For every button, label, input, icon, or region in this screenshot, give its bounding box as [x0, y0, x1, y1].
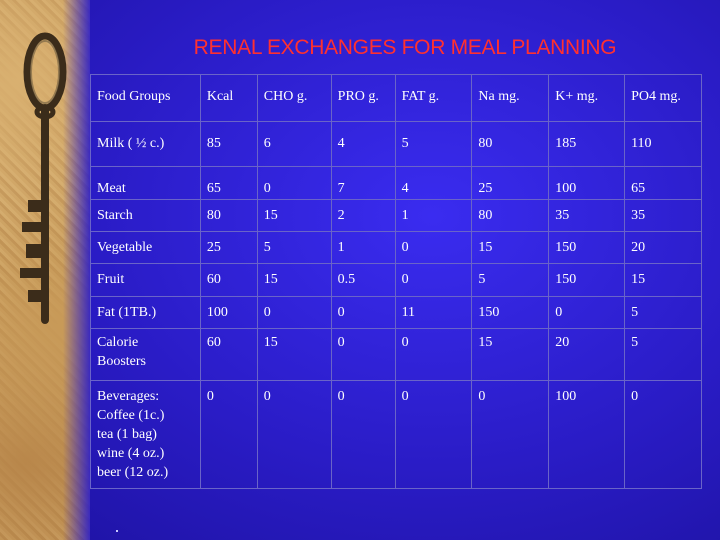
value-cell: 100 [199, 296, 258, 329]
value-cell: 25 [471, 166, 550, 200]
food-group-cell: Vegetable [90, 231, 201, 264]
value-cell: 185 [548, 121, 626, 167]
value-cell: 15 [256, 199, 332, 232]
table-row: Meat 65 0 7 4 25 100 65 [90, 166, 702, 200]
food-group-cell: Meat [90, 166, 201, 200]
value-cell: 4 [394, 166, 473, 200]
value-cell: 5 [624, 296, 702, 329]
column-header: Food Groups [90, 74, 201, 122]
column-header: FAT g. [394, 74, 473, 122]
value-cell: 65 [199, 166, 258, 200]
value-cell: 11 [394, 296, 473, 329]
value-cell: 0.5 [330, 263, 396, 297]
value-cell: 0 [330, 296, 396, 329]
table-row: Vegetable 25 5 1 0 15 150 20 [90, 231, 702, 264]
value-cell: 0 [394, 263, 473, 297]
table-row: Beverages: Coffee (1c.) tea (1 bag) wine (4… [90, 380, 702, 489]
food-group-label: Milk ( ½ c.) [97, 136, 165, 151]
value-cell: 85 [199, 121, 258, 167]
value-cell: 0 [624, 380, 702, 489]
food-group-label: beer (12 oz.) [97, 465, 169, 480]
value-cell: 20 [624, 231, 702, 264]
footer-dot [116, 530, 118, 532]
value-cell: 150 [548, 263, 626, 297]
value-cell: 60 [199, 328, 258, 381]
value-cell: 0 [199, 380, 258, 489]
column-header: CHO g. [256, 74, 332, 122]
food-group-label: Fat (1TB.) [97, 305, 157, 320]
value-cell: 80 [199, 199, 258, 232]
value-cell: 1 [330, 231, 396, 264]
table-header-row: Food Groups Kcal CHO g. PRO g. FAT g. Na mg. K… [90, 74, 702, 122]
value-cell: 0 [256, 380, 332, 489]
value-cell: 6 [256, 121, 332, 167]
value-cell: 2 [330, 199, 396, 232]
exchange-table: Food Groups Kcal CHO g. PRO g. FAT g. Na mg. K… [90, 74, 702, 489]
value-cell: 0 [471, 380, 550, 489]
value-cell: 5 [624, 328, 702, 381]
table-row: Fat (1TB.) 100 0 0 11 150 0 5 [90, 296, 702, 329]
value-cell: 5 [256, 231, 332, 264]
value-cell: 110 [624, 121, 702, 167]
value-cell: 150 [548, 231, 626, 264]
value-cell: 0 [330, 380, 396, 489]
column-header: PRO g. [330, 74, 396, 122]
value-cell: 100 [548, 166, 626, 200]
skeleton-key-image [20, 32, 67, 324]
value-cell: 0 [548, 296, 626, 329]
value-cell: 1 [394, 199, 473, 232]
value-cell: 25 [199, 231, 258, 264]
column-header: Kcal [199, 74, 258, 122]
value-cell: 15 [471, 328, 550, 381]
food-group-label: wine (4 oz.) [97, 446, 165, 461]
value-cell: 15 [624, 263, 702, 297]
value-cell: 4 [330, 121, 396, 167]
food-group-label: Calorie [97, 335, 139, 350]
value-cell: 0 [394, 380, 473, 489]
value-cell: 15 [256, 328, 332, 381]
food-group-label: Coffee (1c.) [97, 408, 165, 423]
value-cell: 7 [330, 166, 396, 200]
value-cell: 0 [394, 231, 473, 264]
value-cell: 5 [471, 263, 550, 297]
value-cell: 15 [471, 231, 550, 264]
value-cell: 0 [394, 328, 473, 381]
food-group-cell: Fat (1TB.) [90, 296, 201, 329]
value-cell: 20 [548, 328, 626, 381]
value-cell: 80 [471, 199, 550, 232]
value-cell: 150 [471, 296, 550, 329]
value-cell: 35 [624, 199, 702, 232]
food-group-cell: Milk ( ½ c.) [90, 121, 201, 167]
value-cell: 0 [256, 166, 332, 200]
value-cell: 65 [624, 166, 702, 200]
food-group-label: Vegetable [97, 240, 153, 255]
food-group-cell: Calorie Boosters [90, 328, 201, 381]
food-group-label: Fruit [97, 272, 125, 287]
value-cell: 80 [471, 121, 550, 167]
value-cell: 60 [199, 263, 258, 297]
column-header: K+ mg. [548, 74, 626, 122]
food-group-cell: Beverages: Coffee (1c.) tea (1 bag) wine (4… [90, 380, 201, 489]
food-group-label: Boosters [97, 354, 146, 369]
table-row: Starch 80 15 2 1 80 35 35 [90, 199, 702, 232]
value-cell: 100 [548, 380, 626, 489]
food-group-label: Meat [97, 181, 126, 196]
food-group-label: Starch [97, 208, 133, 223]
food-group-cell: Fruit [90, 263, 201, 297]
table-row: Milk ( ½ c.) 85 6 4 5 80 185 110 [90, 121, 702, 167]
food-group-label: tea (1 bag) [97, 427, 157, 442]
column-header: PO4 mg. [624, 74, 702, 122]
slide-title: RENAL EXCHANGES FOR MEAL PLANNING [193, 36, 617, 59]
value-cell: 15 [256, 263, 332, 297]
food-group-label: Beverages: [97, 389, 160, 404]
value-cell: 5 [394, 121, 473, 167]
value-cell: 0 [330, 328, 396, 381]
food-group-cell: Starch [90, 199, 201, 232]
table-row: Calorie Boosters 60 15 0 0 15 20 5 [90, 328, 702, 381]
value-cell: 0 [256, 296, 332, 329]
value-cell: 35 [548, 199, 626, 232]
column-header: Na mg. [471, 74, 550, 122]
table-row: Fruit 60 15 0.5 0 5 150 15 [90, 263, 702, 297]
